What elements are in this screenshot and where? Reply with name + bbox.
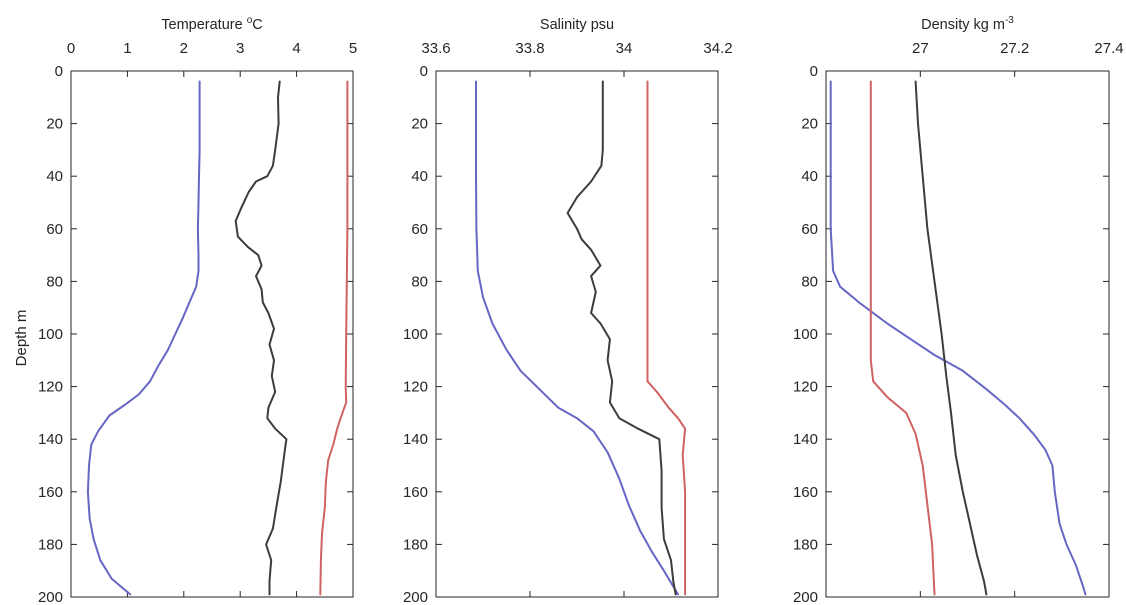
- temperature-x-tick-label: 2: [180, 40, 188, 57]
- density-profile-red: [869, 80, 936, 596]
- temperature-x-tick-label: 5: [349, 40, 357, 57]
- salinity-profile-red: [646, 80, 687, 596]
- density-y-tick-label: 200: [793, 589, 818, 605]
- density-x-tick-label: 27.2: [1000, 40, 1029, 57]
- temperature-y-tick-label: 0: [55, 63, 63, 80]
- temperature-x-tick-label: 4: [292, 40, 300, 57]
- temperature-profile-red: [319, 80, 349, 596]
- salinity-x-tick-label: 33.6: [421, 40, 450, 57]
- temperature-y-tick-label: 60: [46, 221, 63, 238]
- density-panel: 27 27.2 27.4 0 20 40 60 80 100 120 140 160 180 200 Den…: [793, 15, 1124, 605]
- salinity-x-tick-label: 34: [616, 40, 633, 57]
- temperature-y-tick-label: 80: [46, 273, 63, 290]
- salinity-title-text: Salinity psu: [540, 17, 614, 33]
- salinity-y-tick-label: 0: [420, 63, 428, 80]
- salinity-profile-black: [566, 80, 677, 596]
- salinity-y-tick-label: 60: [411, 221, 428, 238]
- density-y-tick-label: 140: [793, 431, 818, 448]
- density-plot-frame: [825, 70, 1110, 598]
- temperature-x-tick-label: 0: [67, 40, 75, 57]
- temperature-y-tick-label: 20: [46, 116, 63, 133]
- density-title-superscript: -3: [1005, 15, 1014, 26]
- temperature-y-tick-label: 140: [38, 431, 63, 448]
- density-y-tick-label: 120: [793, 379, 818, 396]
- salinity-profile-blue: [475, 80, 679, 596]
- density-y-tick-label: 40: [801, 168, 818, 185]
- salinity-y-tick-label: 140: [403, 431, 428, 448]
- density-profile-black: [914, 80, 988, 596]
- temperature-x-tick-label: 1: [123, 40, 131, 57]
- temperature-y-tick-label: 200: [38, 589, 63, 605]
- salinity-panel-title: Salinity psu: [540, 17, 614, 33]
- temperature-title-text: Temperature: [161, 17, 246, 33]
- density-y-tick-label: 160: [793, 484, 818, 501]
- density-panel-title: Density kg m-3: [921, 15, 1014, 33]
- temperature-y-tick-label: 160: [38, 484, 63, 501]
- salinity-y-tick-label: 120: [403, 379, 428, 396]
- temperature-y-tick-label: 40: [46, 168, 63, 185]
- density-title-text: Density kg m: [921, 17, 1005, 33]
- salinity-y-tick-label: 20: [411, 116, 428, 133]
- y-axis-label: Depth m: [13, 310, 30, 367]
- density-y-tick-label: 100: [793, 326, 818, 343]
- temperature-y-tick-label: 120: [38, 379, 63, 396]
- temperature-panel: 0 1 2 3 4 5 0 20 40 60 80 100 120 140 160 180 200 Tempera…: [38, 15, 357, 605]
- temperature-title-superscript: o: [247, 15, 253, 26]
- salinity-y-tick-label: 40: [411, 168, 428, 185]
- salinity-panel: 33.6 33.8 34 34.2 0 20 40 60 80 100 120 140 160 180 20…: [403, 17, 733, 605]
- salinity-y-tick-label: 180: [403, 536, 428, 553]
- salinity-y-tick-label: 80: [411, 273, 428, 290]
- salinity-plot-frame: [435, 70, 719, 598]
- density-y-tick-label: 80: [801, 273, 818, 290]
- density-profile-blue: [829, 80, 1087, 596]
- temperature-profile-blue: [86, 80, 201, 596]
- density-y-tick-label: 180: [793, 536, 818, 553]
- salinity-x-tick-label: 33.8: [515, 40, 544, 57]
- density-y-tick-label: 20: [801, 116, 818, 133]
- salinity-y-tick-label: 200: [403, 589, 428, 605]
- temperature-plot-frame: [70, 70, 354, 598]
- temperature-y-tick-label: 180: [38, 536, 63, 553]
- density-x-tick-label: 27: [912, 40, 929, 57]
- salinity-y-tick-label: 100: [403, 326, 428, 343]
- density-y-tick-label: 60: [801, 221, 818, 238]
- temperature-profile-black: [234, 80, 288, 596]
- salinity-x-tick-label: 34.2: [703, 40, 732, 57]
- density-x-tick-label: 27.4: [1094, 40, 1123, 57]
- density-y-tick-label: 0: [810, 63, 818, 80]
- temperature-x-tick-label: 3: [236, 40, 244, 57]
- temperature-title-unit: C: [252, 17, 262, 33]
- temperature-y-tick-label: 100: [38, 326, 63, 343]
- salinity-y-tick-label: 160: [403, 484, 428, 501]
- panels: 0 1 2 3 4 5020406080100120140160180200Tempera…: [38, 15, 1124, 605]
- temperature-panel-title: Temperature oC: [161, 15, 262, 33]
